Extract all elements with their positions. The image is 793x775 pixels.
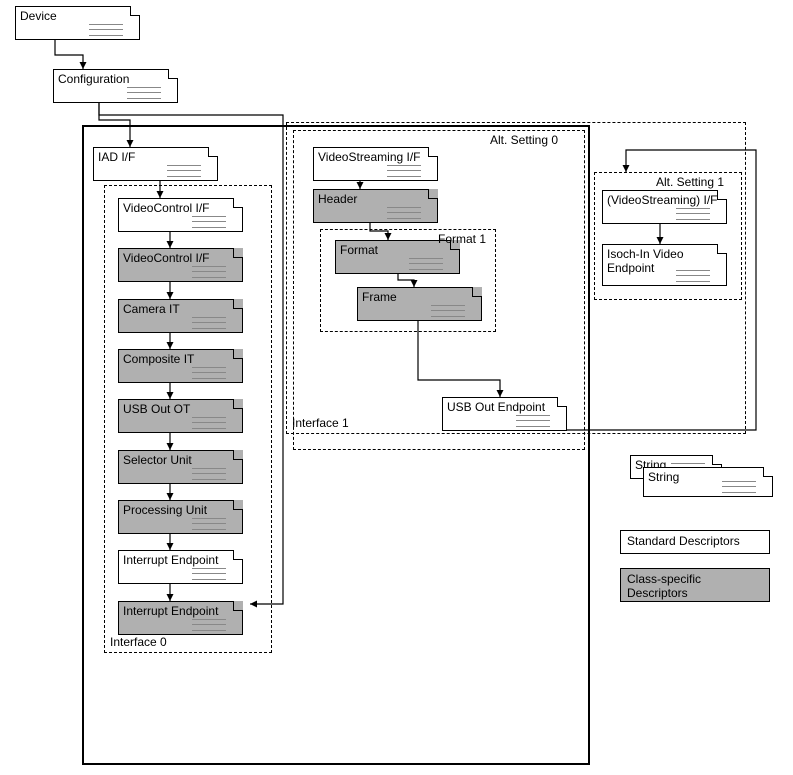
node-iad: IAD I/F xyxy=(93,147,218,181)
page-fold-icon xyxy=(712,455,722,465)
node-label: USB Out Endpoint xyxy=(447,400,562,414)
node-header: Header xyxy=(313,189,438,223)
diagram-stage: Device Configuration IAD I/F VideoControl I… xyxy=(0,0,793,775)
legend-label: Class-specific Descriptors xyxy=(627,572,701,600)
node-label: Interrupt Endpoint xyxy=(123,553,238,567)
page-fold-icon xyxy=(233,550,243,560)
legend-std: Standard Descriptors xyxy=(620,530,770,554)
page-fold-icon xyxy=(428,147,438,157)
node-vs_if2: (VideoStreaming) I/F xyxy=(602,190,727,224)
node-label: Processing Unit xyxy=(123,503,238,517)
node-config: Configuration xyxy=(53,69,178,103)
node-label: (VideoStreaming) I/F xyxy=(607,193,722,207)
page-fold-icon xyxy=(557,397,567,407)
node-vc_if_std: VideoControl I/F xyxy=(118,198,243,232)
page-fold-icon xyxy=(233,248,243,258)
node-processing: Processing Unit xyxy=(118,500,243,534)
page-fold-icon xyxy=(763,467,773,477)
page-fold-icon xyxy=(233,198,243,208)
node-label: USB Out OT xyxy=(123,402,238,416)
node-vc_if_cls: VideoControl I/F xyxy=(118,248,243,282)
page-fold-icon xyxy=(233,450,243,460)
node-label: IAD I/F xyxy=(98,150,213,164)
node-vs_if: VideoStreaming I/F xyxy=(313,147,438,181)
page-fold-icon xyxy=(233,399,243,409)
node-usb_out_ot: USB Out OT xyxy=(118,399,243,433)
node-device: Device xyxy=(15,6,140,40)
node-label: Configuration xyxy=(58,72,173,86)
node-int_ep_std: Interrupt Endpoint xyxy=(118,550,243,584)
node-label: Selector Unit xyxy=(123,453,238,467)
page-fold-icon xyxy=(472,287,482,297)
node-label: Interrupt Endpoint xyxy=(123,604,238,618)
page-fold-icon xyxy=(168,69,178,79)
page-fold-icon xyxy=(233,500,243,510)
node-camera_it: Camera IT xyxy=(118,299,243,333)
page-fold-icon xyxy=(233,349,243,359)
node-label: Camera IT xyxy=(123,302,238,316)
group-label-altset1: Alt. Setting 1 xyxy=(656,175,724,189)
legend-label: Standard Descriptors xyxy=(627,534,740,548)
node-label: Composite IT xyxy=(123,352,238,366)
node-selector: Selector Unit xyxy=(118,450,243,484)
node-int_ep_cls: Interrupt Endpoint xyxy=(118,601,243,635)
node-label: Frame xyxy=(362,290,477,304)
node-isoch: Isoch-In Video Endpoint xyxy=(602,244,727,286)
page-fold-icon xyxy=(428,189,438,199)
node-label: VideoControl I/F xyxy=(123,201,238,215)
group-label-interface1: Interface 1 xyxy=(292,416,349,430)
node-usb_out_ep: USB Out Endpoint xyxy=(442,397,567,431)
node-frame: Frame xyxy=(357,287,482,321)
page-fold-icon xyxy=(130,6,140,16)
group-label-altset0: Alt. Setting 0 xyxy=(490,133,558,147)
node-composite_it: Composite IT xyxy=(118,349,243,383)
group-label-format1: Format 1 xyxy=(438,232,486,246)
node-label: Device xyxy=(20,9,135,23)
page-fold-icon xyxy=(233,299,243,309)
node-label: Header xyxy=(318,192,433,206)
page-fold-icon xyxy=(233,601,243,611)
node-label: VideoStreaming I/F xyxy=(318,150,433,164)
node-string2: String xyxy=(643,467,773,497)
node-label: VideoControl I/F xyxy=(123,251,238,265)
page-fold-icon xyxy=(717,190,727,200)
page-fold-icon xyxy=(208,147,218,157)
legend-cls: Class-specific Descriptors xyxy=(620,568,770,602)
page-fold-icon xyxy=(717,244,727,254)
group-label-iad_group: Interface 0 xyxy=(110,635,167,649)
